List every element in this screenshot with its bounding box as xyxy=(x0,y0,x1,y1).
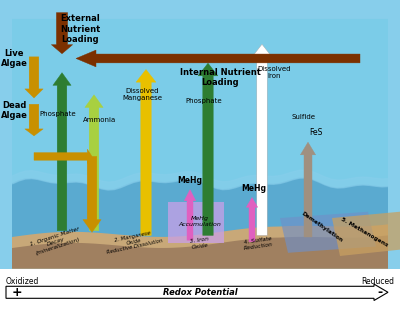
Text: MeHg: MeHg xyxy=(178,176,202,185)
FancyArrow shape xyxy=(198,63,218,235)
FancyArrow shape xyxy=(25,57,43,98)
FancyArrow shape xyxy=(246,198,258,242)
Polygon shape xyxy=(12,19,388,259)
Text: -: - xyxy=(377,286,382,300)
Text: 1. Organic Matter
Decay
(mineralization): 1. Organic Matter Decay (mineralization) xyxy=(29,226,83,257)
FancyArrow shape xyxy=(53,73,71,231)
Text: Phosphate: Phosphate xyxy=(186,98,222,104)
FancyArrow shape xyxy=(85,95,103,231)
Text: Dead
Algae: Dead Algae xyxy=(0,101,28,120)
Polygon shape xyxy=(12,224,388,269)
Text: Ammonia: Ammonia xyxy=(83,117,117,123)
Text: MeHg
Accumulation: MeHg Accumulation xyxy=(178,216,222,227)
Text: Dissolved
Iron: Dissolved Iron xyxy=(257,66,291,79)
Text: Phosphate: Phosphate xyxy=(40,111,76,117)
Text: 2. Manganese
Oxide
Reductive Dissolution: 2. Manganese Oxide Reductive Dissolution xyxy=(104,228,164,255)
Text: Dissolved
Manganese: Dissolved Manganese xyxy=(122,88,162,101)
FancyArrow shape xyxy=(6,284,388,301)
Text: +: + xyxy=(12,286,23,300)
Bar xyxy=(0,0,400,269)
Text: MeHg: MeHg xyxy=(242,184,266,193)
Text: 3. Iron
Oxide: 3. Iron Oxide xyxy=(190,237,210,250)
Text: Live
Algae: Live Algae xyxy=(0,49,28,68)
Text: External
Nutrient
Loading: External Nutrient Loading xyxy=(60,14,100,44)
FancyArrow shape xyxy=(184,190,196,240)
Polygon shape xyxy=(12,235,388,269)
FancyArrow shape xyxy=(25,104,43,136)
FancyArrow shape xyxy=(76,50,360,67)
Text: Oxidized: Oxidized xyxy=(6,277,39,286)
Text: FeS: FeS xyxy=(309,129,323,137)
Text: Demethylation: Demethylation xyxy=(300,211,344,244)
Polygon shape xyxy=(280,212,376,253)
Polygon shape xyxy=(168,202,224,243)
FancyArrow shape xyxy=(83,156,101,232)
FancyArrow shape xyxy=(136,70,156,235)
Polygon shape xyxy=(332,212,400,256)
FancyArrow shape xyxy=(300,142,316,237)
FancyArrow shape xyxy=(51,13,73,54)
Text: Redox Potential: Redox Potential xyxy=(163,289,237,297)
Text: Internal Nutrient
Loading: Internal Nutrient Loading xyxy=(180,68,260,87)
Text: Reduced: Reduced xyxy=(361,277,394,286)
Text: 5. Methanogens: 5. Methanogens xyxy=(340,217,388,248)
Text: 4. Sulfate
Reduction: 4. Sulfate Reduction xyxy=(242,236,274,251)
FancyArrow shape xyxy=(252,44,272,235)
Polygon shape xyxy=(12,178,388,259)
Text: Sulfide: Sulfide xyxy=(292,114,316,120)
FancyArrow shape xyxy=(34,149,92,164)
